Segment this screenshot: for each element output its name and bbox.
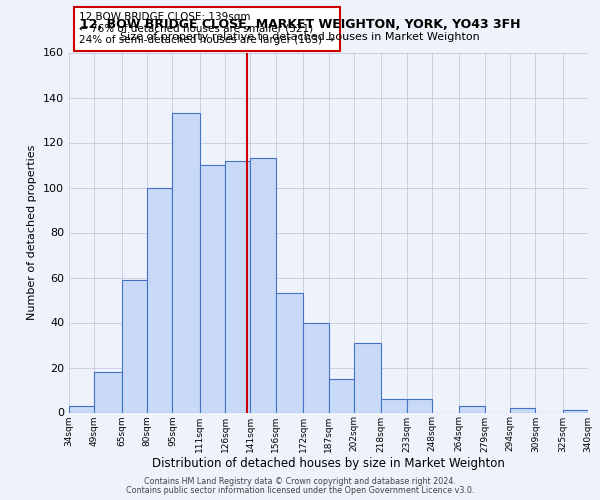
Bar [200,165,225,412]
Bar [407,399,432,412]
Bar [563,410,588,412]
Bar [510,408,535,412]
Bar [303,322,329,412]
Bar [459,406,485,412]
Bar [225,160,250,412]
X-axis label: Distribution of detached houses by size in Market Weighton: Distribution of detached houses by size … [152,457,505,470]
Text: 12, BOW BRIDGE CLOSE, MARKET WEIGHTON, YORK, YO43 3FH: 12, BOW BRIDGE CLOSE, MARKET WEIGHTON, Y… [80,18,520,30]
Bar [69,406,94,412]
Bar [147,188,172,412]
Bar [122,280,147,412]
Y-axis label: Number of detached properties: Number of detached properties [28,145,37,320]
Text: Size of property relative to detached houses in Market Weighton: Size of property relative to detached ho… [120,32,480,42]
Text: 12 BOW BRIDGE CLOSE: 139sqm
← 76% of detached houses are smaller (521)
24% of se: 12 BOW BRIDGE CLOSE: 139sqm ← 76% of det… [79,12,335,46]
Bar [94,372,122,412]
Bar [329,379,354,412]
Bar [250,158,276,412]
Bar [172,114,200,412]
Bar [354,343,381,412]
Bar [381,399,407,412]
Text: Contains public sector information licensed under the Open Government Licence v3: Contains public sector information licen… [126,486,474,495]
Bar [276,293,303,412]
Text: Contains HM Land Registry data © Crown copyright and database right 2024.: Contains HM Land Registry data © Crown c… [144,477,456,486]
